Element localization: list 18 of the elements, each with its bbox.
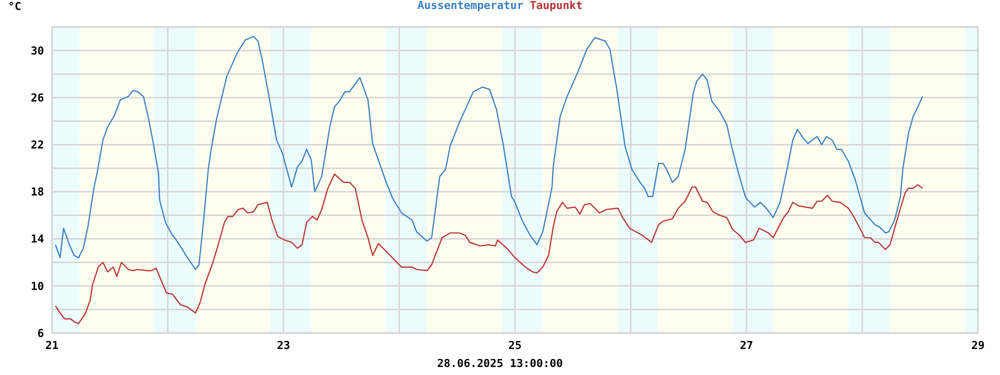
- y-tick-label: 6: [37, 326, 44, 340]
- y-tick-label: 26: [30, 91, 44, 104]
- y-tick-label: 30: [30, 44, 44, 58]
- text: 28.06.2025 13:00:00: [437, 357, 563, 370]
- line-series: [54, 36, 924, 270]
- x-tick-label: 23: [276, 339, 290, 352]
- y-tick-label: 14: [30, 232, 44, 246]
- line-series: [54, 174, 924, 324]
- y-tick-label: 22: [30, 138, 44, 152]
- y-axis-title: °C: [8, 0, 22, 13]
- text: Taupunkt: [530, 0, 583, 12]
- x-tick-label: 21: [45, 339, 59, 352]
- y-tick-label: 18: [30, 186, 44, 199]
- x-tick-label: 27: [740, 339, 754, 352]
- x-tick-label: 29: [971, 339, 985, 352]
- text: Aussentemperatur: [418, 0, 524, 12]
- x-tick-label: 25: [508, 339, 522, 352]
- y-tick-label: 10: [30, 280, 44, 293]
